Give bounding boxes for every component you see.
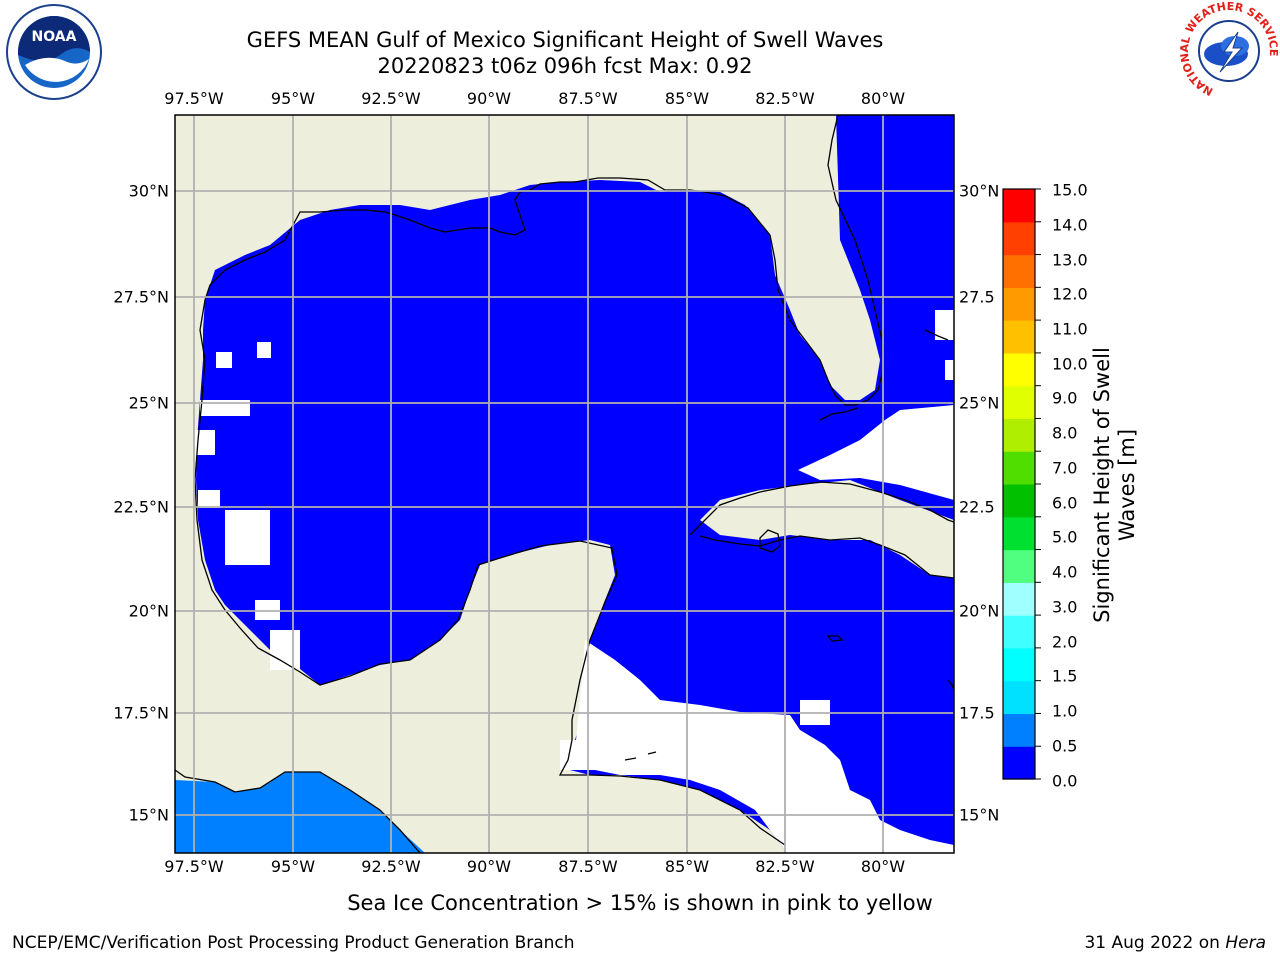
lat-label-left-17.5n: 17.5°N [113,703,169,723]
lon-label-bottom-97.5w: 97.5°W [164,857,224,876]
colorbar-segment [1003,352,1035,387]
colorbar [1003,189,1035,780]
colorbar-segment [1003,615,1035,649]
lon-label-top-82.5w: 82.5°W [755,89,815,108]
lat-label-left-27.5n: 27.5°N [113,287,169,307]
lat-label-right-27.5n: 27.5 [959,287,995,307]
colorbar-label: Significant Height of Swell Waves [m] [1090,347,1139,623]
date-stamp: 31 Aug 2022 on Hera [1084,933,1266,953]
lat-label-left-25n: 25°N [128,393,169,413]
lat-label-right-20n: 20°N [959,601,1000,621]
lon-label-top-80w: 80°W [860,89,906,108]
coastlines [175,115,954,853]
lat-label-right-17.5n: 17.5 [959,703,995,723]
colorbar-segment [1003,680,1035,715]
colorbar-segment [1003,746,1035,780]
lat-label-left-20n: 20°N [128,601,169,621]
colorbar-tick-label: 7.0 [1052,458,1078,478]
noaa-logo: NOAA [6,4,102,100]
colorbar-tick-label: 5.0 [1052,527,1078,547]
lat-label-left-15n: 15°N [128,805,169,825]
lon-label-bottom-87.5w: 87.5°W [558,857,618,876]
colorbar-tick-label: 6.0 [1052,493,1078,513]
lon-label-bottom-80w: 80°W [860,857,906,876]
colorbar-segment [1003,385,1035,420]
graticule [175,115,954,853]
colorbar-tick-label: 9.0 [1052,388,1078,408]
colorbar-tick-label: 2.0 [1052,632,1078,652]
colorbar-tick-label: 14.0 [1052,215,1088,235]
lat-label-right-25n: 25°N [959,393,1000,413]
chart-title: GEFS MEAN Gulf of Mexico Significant Hei… [246,28,884,52]
colorbar-tick-label: 4.0 [1052,562,1078,582]
colorbar-tick-label: 8.0 [1052,423,1078,443]
colorbar-segment [1003,221,1035,256]
colorbar-segment [1003,582,1035,616]
host-text: Hera [1225,933,1266,953]
colorbar-tick-label: 0.5 [1052,736,1078,756]
colorbar-tick-label: 11.0 [1052,319,1088,339]
colorbar-segment [1003,451,1035,485]
lon-label-top-85w: 85°W [664,89,710,108]
nws-logo: NATIONAL WEATHER SERVICE [1180,2,1278,98]
lon-label-top-90w: 90°W [466,89,512,108]
colorbar-segment [1003,484,1035,518]
lon-label-top-97.5w: 97.5°W [164,89,224,108]
lon-label-bottom-95w: 95°W [270,857,316,876]
credit-text: NCEP/EMC/Verification Post Processing Pr… [12,933,575,953]
sea-ice-note: Sea Ice Concentration > 15% is shown in … [347,891,933,915]
colorbar-segment [1003,647,1035,682]
chart-subtitle: 20220823 t06z 096h fcst Max: 0.92 [377,54,753,78]
colorbar-segment [1003,549,1035,583]
lat-label-left-22.5n: 22.5°N [113,497,169,517]
no-data-patches [195,310,954,853]
lat-label-left-30n: 30°N [128,181,169,201]
lon-label-top-87.5w: 87.5°W [558,89,618,108]
colorbar-segment [1003,516,1035,551]
colorbar-tick-label: 1.0 [1052,701,1078,721]
colorbar-tick-label: 0.0 [1052,771,1078,791]
lat-label-right-15n: 15°N [959,805,1000,825]
colorbar-tick-label: 12.0 [1052,284,1088,304]
colorbar-segment [1003,713,1035,747]
map-frame [174,114,955,854]
lon-label-bottom-82.5w: 82.5°W [755,857,815,876]
colorbar-tick-label: 1.5 [1052,666,1078,686]
colorbar-tick-label: 15.0 [1052,180,1088,200]
colorbar-segment [1003,189,1035,223]
lon-label-top-92.5w: 92.5°W [361,89,421,108]
lon-label-top-95w: 95°W [270,89,316,108]
colorbar-tick-label: 13.0 [1052,250,1088,270]
gulf-of-mexico [196,115,954,853]
colorbar-tick-label: 10.0 [1052,354,1088,374]
lon-label-bottom-85w: 85°W [664,857,710,876]
colorbar-segment [1003,254,1035,288]
lat-label-right-22.5n: 22.5 [959,497,995,517]
lon-label-bottom-90w: 90°W [466,857,512,876]
lon-label-bottom-92.5w: 92.5°W [361,857,421,876]
date-text: 31 Aug 2022 on [1084,933,1220,953]
colorbar-tick-label: 3.0 [1052,597,1078,617]
lat-label-right-30n: 30°N [959,181,1000,201]
colorbar-segment [1003,287,1035,321]
colorbar-segment [1003,320,1035,354]
colorbar-segment [1003,418,1035,452]
noaa-logo-text: NOAA [32,29,77,45]
